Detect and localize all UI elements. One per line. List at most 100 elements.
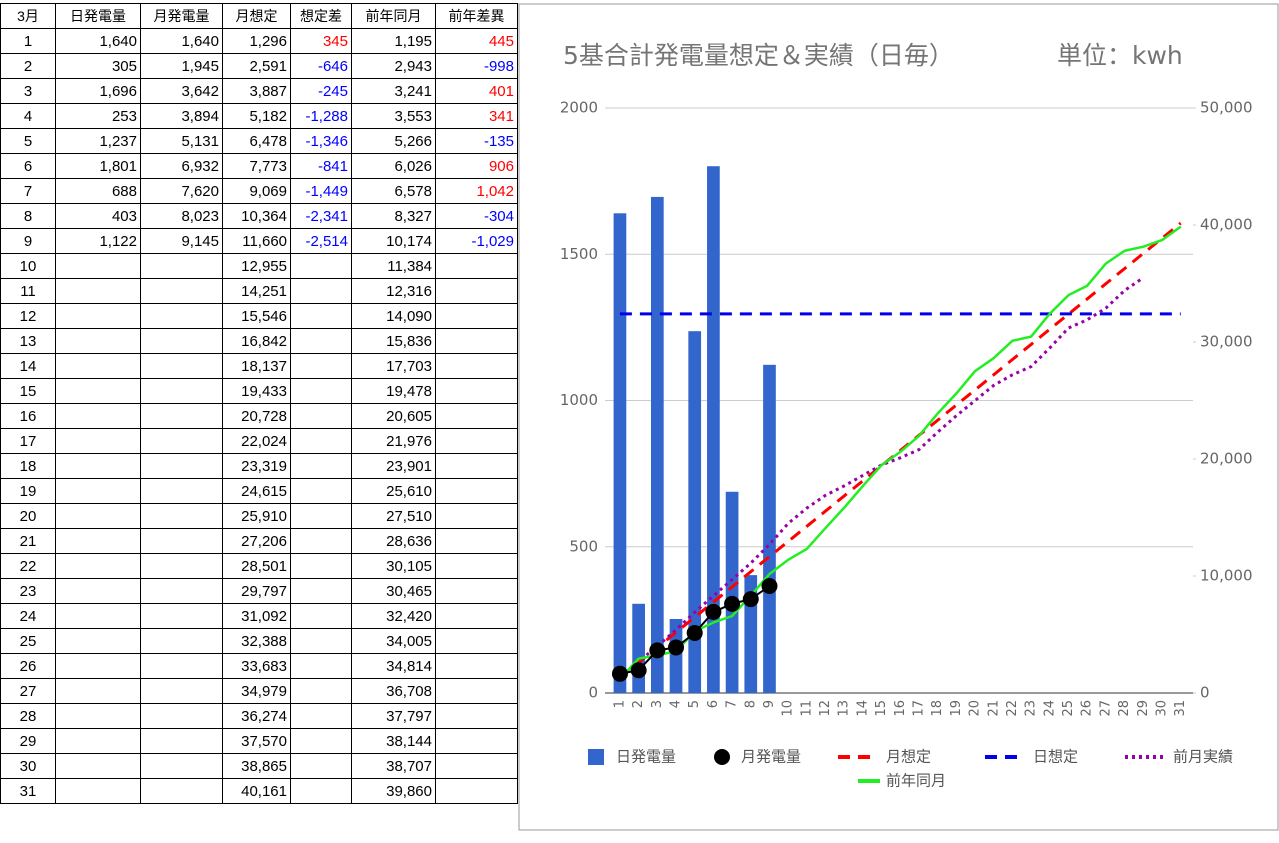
legend-label: 前年同月 (886, 772, 946, 790)
cell: 20 (0, 503, 56, 529)
x-tick-label: 29 (1136, 700, 1151, 717)
cell (290, 403, 352, 429)
cell: 1,696 (55, 78, 141, 104)
row: 30 38,865 38,707 (0, 753, 518, 779)
cell (435, 378, 518, 404)
cell: 23,901 (351, 453, 436, 479)
cell (290, 578, 352, 604)
cell: 11,384 (351, 253, 436, 279)
cell: 25,910 (222, 503, 291, 529)
cell (55, 278, 141, 304)
cell (290, 653, 352, 679)
y-tick-label: 1000 (560, 391, 598, 409)
cell: 15 (0, 378, 56, 404)
point (761, 578, 778, 595)
sheet-table: 3月 日発電量 月発電量 月想定 想定差 前年同月 前年差異 1 1,640 1,640 1,296… (0, 3, 518, 804)
cell (140, 728, 223, 754)
cell (290, 678, 352, 704)
cell: 6,026 (351, 153, 436, 179)
row: 15 19,433 19,478 (0, 378, 518, 404)
cell: 11,660 (222, 228, 291, 254)
cell: 20,728 (222, 403, 291, 429)
cell: -1,449 (290, 178, 352, 204)
cell (435, 578, 518, 604)
cell: 37,570 (222, 728, 291, 754)
cell: 7,773 (222, 153, 291, 179)
cell (140, 453, 223, 479)
legend-label: 月発電量 (741, 748, 801, 766)
legend-label: 前月実績 (1173, 748, 1233, 766)
cell: 40,161 (222, 778, 291, 804)
cell (55, 678, 141, 704)
point (668, 639, 685, 656)
cell: 28,501 (222, 553, 291, 579)
cell: 18,137 (222, 353, 291, 379)
cell: 10,174 (351, 228, 436, 254)
cell (140, 278, 223, 304)
cell: 26 (0, 653, 56, 679)
cell: -998 (435, 53, 518, 79)
cell: 28,636 (351, 528, 436, 554)
cell: 6,932 (140, 153, 223, 179)
cell (140, 778, 223, 804)
row: 21 27,206 28,636 (0, 528, 518, 554)
cell: 3,553 (351, 103, 436, 129)
row: 1 1,640 1,640 1,296 345 1,195 445 (0, 28, 518, 54)
cell (435, 678, 518, 704)
row: 11 14,251 12,316 (0, 278, 518, 304)
point (649, 642, 666, 659)
x-tick-label: 11 (799, 700, 814, 717)
cell: -245 (290, 78, 352, 104)
row: 17 22,024 21,976 (0, 428, 518, 454)
bar (669, 618, 683, 693)
cell (435, 553, 518, 579)
cell: 32,420 (351, 603, 436, 629)
x-tick-label: 9 (762, 700, 777, 708)
legend-swatch (588, 749, 604, 765)
cell: 3 (0, 78, 56, 104)
cell: 9,069 (222, 178, 291, 204)
cell (435, 603, 518, 629)
x-tick-label: 25 (1061, 700, 1076, 717)
cell: 7 (0, 178, 56, 204)
bar (613, 213, 627, 694)
header-cell: 日発電量 (55, 3, 141, 29)
bar (688, 331, 702, 693)
cell: 1,195 (351, 28, 436, 54)
x-tick-label: 14 (855, 700, 870, 717)
bar (725, 491, 739, 693)
cell: 38,865 (222, 753, 291, 779)
chart-title: 5基合計発電量想定＆実績（日毎） (563, 41, 954, 70)
cell (435, 778, 518, 804)
x-tick-label: 22 (1005, 700, 1020, 717)
y-tick-label: 500 (569, 537, 598, 555)
x-tick-label: 19 (949, 700, 964, 717)
row: 19 24,615 25,610 (0, 478, 518, 504)
cell: 1,640 (140, 28, 223, 54)
row: 28 36,274 37,797 (0, 703, 518, 729)
y-tick-label: 1500 (560, 245, 598, 263)
cell: 22 (0, 553, 56, 579)
x-tick-label: 8 (743, 700, 758, 708)
cell: 1,042 (435, 178, 518, 204)
row: 25 32,388 34,005 (0, 628, 518, 654)
cell: 20,605 (351, 403, 436, 429)
cell: 21,976 (351, 428, 436, 454)
cell (140, 653, 223, 679)
x-tick-label: 16 (893, 700, 908, 717)
row: 31 40,161 39,860 (0, 778, 518, 804)
x-tick-label: 2 (631, 700, 646, 708)
cell (435, 253, 518, 279)
cell (290, 603, 352, 629)
row: 18 23,319 23,901 (0, 453, 518, 479)
cell: 33,683 (222, 653, 291, 679)
x-tick-label: 13 (837, 700, 852, 717)
y2-tick-label: 40,000 (1200, 216, 1253, 234)
cell: 403 (55, 203, 141, 229)
row: 9 1,122 9,145 11,660 -2,514 10,174 -1,029 (0, 228, 518, 254)
cell: 38,707 (351, 753, 436, 779)
cell (435, 303, 518, 329)
cell: 27,510 (351, 503, 436, 529)
